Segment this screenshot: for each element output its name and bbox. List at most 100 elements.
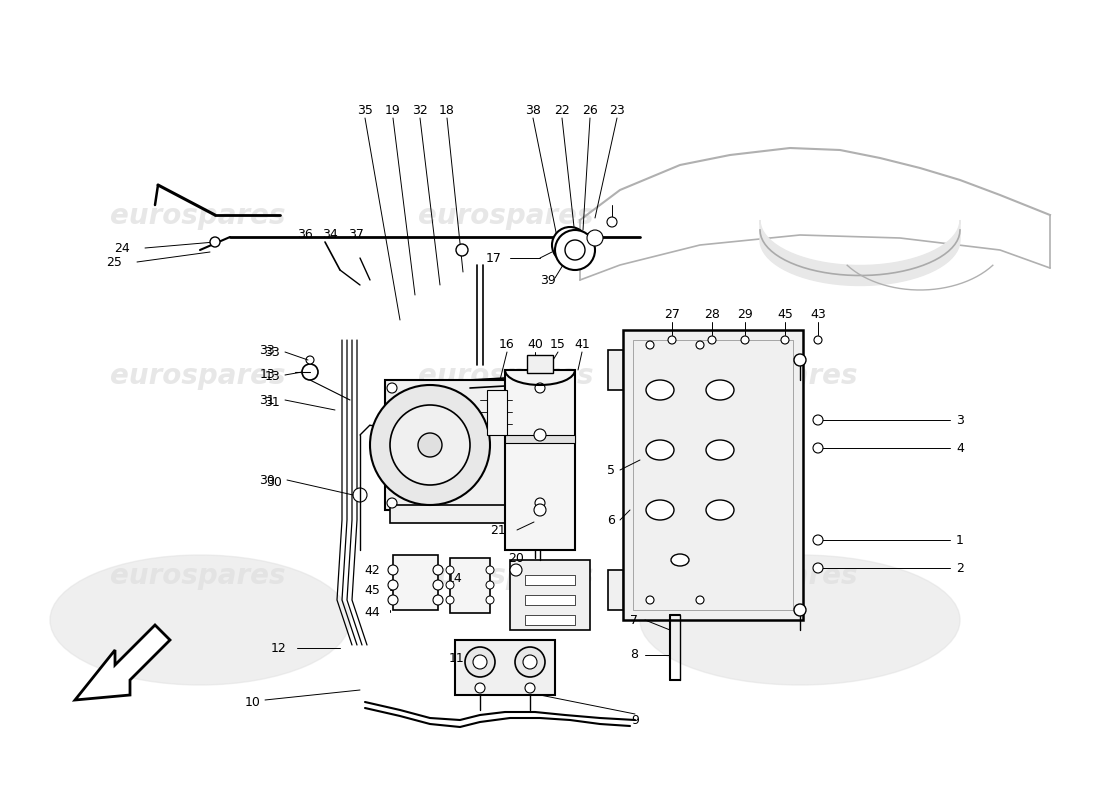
Text: 28: 28 <box>704 309 719 322</box>
Text: 15: 15 <box>550 338 565 351</box>
Text: 25: 25 <box>106 255 122 269</box>
Text: eurospares: eurospares <box>110 562 286 590</box>
Bar <box>385 380 550 510</box>
Text: eurospares: eurospares <box>418 202 594 230</box>
Text: 10: 10 <box>245 695 261 709</box>
Polygon shape <box>75 625 170 700</box>
Text: 6: 6 <box>607 514 615 526</box>
Bar <box>393 555 438 610</box>
Bar <box>623 330 803 620</box>
Bar <box>487 390 507 435</box>
Text: 8: 8 <box>630 649 638 662</box>
Text: eurospares: eurospares <box>110 202 286 230</box>
Text: 5: 5 <box>607 463 615 477</box>
Circle shape <box>813 415 823 425</box>
Circle shape <box>813 563 823 573</box>
Text: eurospares: eurospares <box>682 562 858 590</box>
Text: 33: 33 <box>264 346 280 358</box>
Bar <box>390 505 548 523</box>
Text: 4: 4 <box>956 442 964 454</box>
Bar <box>525 575 575 585</box>
Text: 24: 24 <box>114 242 130 254</box>
Circle shape <box>388 595 398 605</box>
Circle shape <box>696 341 704 349</box>
Text: 38: 38 <box>525 103 541 117</box>
Text: 14: 14 <box>447 571 463 585</box>
Circle shape <box>668 336 676 344</box>
Text: 33: 33 <box>260 343 275 357</box>
Ellipse shape <box>50 555 350 685</box>
Text: 41: 41 <box>574 338 590 351</box>
Circle shape <box>534 504 546 516</box>
Circle shape <box>556 230 595 270</box>
Circle shape <box>794 604 806 616</box>
Bar <box>632 340 793 610</box>
Circle shape <box>522 655 537 669</box>
Text: eurospares: eurospares <box>418 362 594 390</box>
Circle shape <box>370 385 490 505</box>
Ellipse shape <box>706 440 734 460</box>
Text: 7: 7 <box>630 614 638 626</box>
Ellipse shape <box>640 555 960 685</box>
Bar <box>505 370 575 550</box>
Circle shape <box>387 498 397 508</box>
Text: 45: 45 <box>364 583 380 597</box>
Circle shape <box>646 341 654 349</box>
Text: 22: 22 <box>554 103 570 117</box>
Circle shape <box>585 233 595 243</box>
Ellipse shape <box>646 500 674 520</box>
Text: 19: 19 <box>385 103 400 117</box>
Bar <box>525 595 575 605</box>
Text: 2: 2 <box>956 562 964 574</box>
Text: 32: 32 <box>412 103 428 117</box>
Circle shape <box>525 683 535 693</box>
Ellipse shape <box>646 440 674 460</box>
Circle shape <box>306 356 313 364</box>
Text: 16: 16 <box>499 338 515 351</box>
Text: eurospares: eurospares <box>682 362 858 390</box>
Text: 31: 31 <box>260 394 275 406</box>
Text: 13: 13 <box>264 370 280 383</box>
Circle shape <box>433 595 443 605</box>
Circle shape <box>708 336 716 344</box>
Text: 9: 9 <box>631 714 639 726</box>
Text: 1: 1 <box>956 534 964 546</box>
Circle shape <box>562 237 578 253</box>
Circle shape <box>587 230 603 246</box>
Circle shape <box>813 443 823 453</box>
Text: 35: 35 <box>358 103 373 117</box>
Text: 34: 34 <box>322 229 338 242</box>
Text: 20: 20 <box>508 551 524 565</box>
Bar <box>455 640 556 695</box>
Circle shape <box>446 566 454 574</box>
Bar <box>527 355 553 373</box>
Text: 31: 31 <box>264 395 280 409</box>
Text: 42: 42 <box>364 563 380 577</box>
Circle shape <box>433 565 443 575</box>
Circle shape <box>552 227 589 263</box>
Text: 30: 30 <box>260 474 275 486</box>
Bar <box>505 435 575 443</box>
Circle shape <box>486 596 494 604</box>
Circle shape <box>456 244 468 256</box>
Text: 21: 21 <box>491 523 506 537</box>
Ellipse shape <box>706 500 734 520</box>
Circle shape <box>535 383 544 393</box>
Text: 44: 44 <box>364 606 380 618</box>
Circle shape <box>210 237 220 247</box>
Circle shape <box>696 596 704 604</box>
Circle shape <box>813 535 823 545</box>
Bar <box>510 560 590 630</box>
Circle shape <box>465 647 495 677</box>
Text: 3: 3 <box>956 414 964 426</box>
Text: 45: 45 <box>777 309 793 322</box>
Text: 12: 12 <box>271 642 286 654</box>
Text: 26: 26 <box>582 103 598 117</box>
Ellipse shape <box>706 380 734 400</box>
Bar <box>450 558 490 613</box>
Text: 29: 29 <box>737 309 752 322</box>
Text: 36: 36 <box>297 229 312 242</box>
Text: 27: 27 <box>664 309 680 322</box>
Circle shape <box>781 336 789 344</box>
Circle shape <box>515 647 544 677</box>
